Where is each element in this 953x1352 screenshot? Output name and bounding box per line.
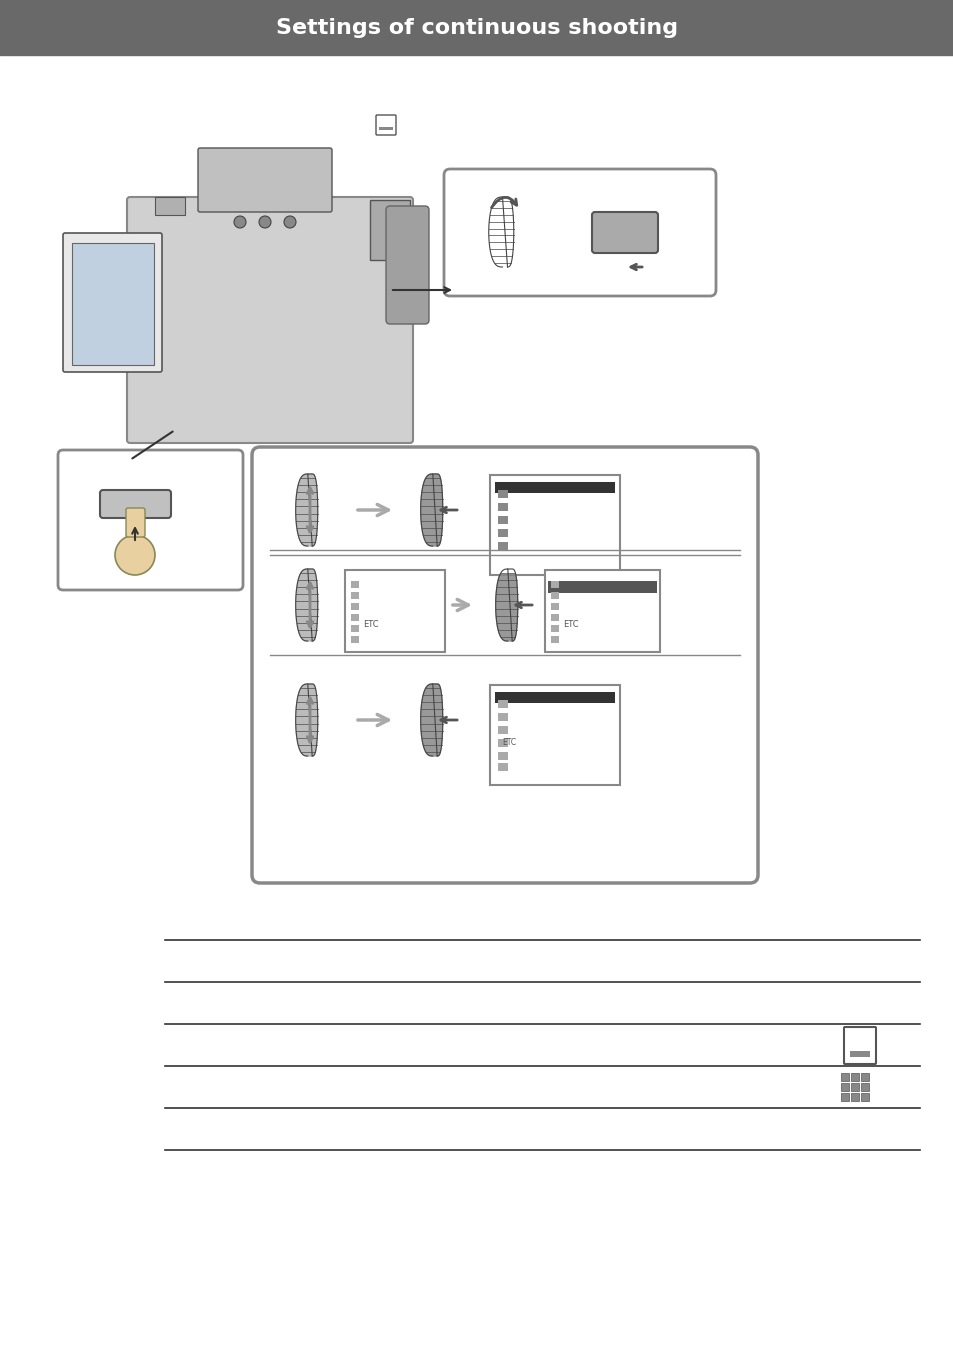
Circle shape (258, 216, 271, 228)
Bar (351, 581, 358, 588)
Bar (841, 1083, 848, 1091)
Bar (551, 635, 558, 644)
Text: ETC: ETC (562, 621, 578, 629)
Bar (551, 581, 558, 588)
Bar (370, 200, 410, 260)
FancyBboxPatch shape (126, 508, 145, 537)
Bar (345, 571, 444, 652)
Circle shape (115, 535, 154, 575)
Bar (495, 692, 615, 703)
Bar (850, 1092, 858, 1101)
Text: ETC: ETC (363, 621, 378, 629)
Bar (351, 603, 358, 610)
Bar (841, 1092, 848, 1101)
FancyBboxPatch shape (375, 115, 395, 135)
Bar (497, 726, 507, 734)
Bar (351, 592, 358, 599)
Bar (497, 516, 507, 525)
Bar (497, 529, 507, 537)
Bar (551, 614, 558, 621)
Bar (850, 1073, 858, 1082)
Bar (861, 1083, 868, 1091)
Polygon shape (295, 684, 317, 756)
FancyBboxPatch shape (198, 147, 332, 212)
FancyBboxPatch shape (63, 233, 162, 372)
Bar (495, 483, 615, 493)
Polygon shape (496, 569, 517, 641)
Bar (850, 1083, 858, 1091)
FancyBboxPatch shape (443, 169, 716, 296)
Bar (490, 685, 619, 786)
Bar (841, 1073, 848, 1082)
Bar (849, 1051, 869, 1057)
Circle shape (284, 216, 295, 228)
Bar (497, 542, 507, 550)
Polygon shape (420, 475, 442, 546)
Text: ETC: ETC (501, 738, 516, 748)
FancyBboxPatch shape (592, 212, 658, 253)
Bar (551, 603, 558, 610)
Bar (547, 581, 657, 594)
Bar (490, 475, 619, 575)
Bar (861, 1073, 868, 1082)
FancyBboxPatch shape (127, 197, 413, 443)
Bar (351, 635, 358, 644)
Bar (0, 0, 953, 55)
Polygon shape (420, 684, 442, 756)
Bar (551, 592, 558, 599)
Bar (497, 752, 507, 760)
Bar (497, 740, 507, 748)
FancyBboxPatch shape (100, 489, 171, 518)
FancyBboxPatch shape (843, 1028, 875, 1064)
Bar (497, 763, 507, 771)
Bar (497, 713, 507, 721)
Bar (378, 127, 393, 130)
Polygon shape (488, 197, 514, 266)
Bar (351, 625, 358, 631)
Bar (497, 489, 507, 498)
Bar (497, 503, 507, 511)
Polygon shape (295, 569, 317, 641)
Bar (351, 614, 358, 621)
FancyBboxPatch shape (386, 206, 429, 324)
Text: Settings of continuous shooting: Settings of continuous shooting (275, 18, 678, 38)
Bar (861, 1092, 868, 1101)
Bar (551, 625, 558, 631)
Bar (71, 243, 153, 365)
FancyBboxPatch shape (58, 450, 243, 589)
Bar (544, 571, 659, 652)
Circle shape (233, 216, 246, 228)
Bar (497, 700, 507, 708)
Bar (154, 197, 185, 215)
Polygon shape (295, 475, 317, 546)
FancyBboxPatch shape (252, 448, 758, 883)
